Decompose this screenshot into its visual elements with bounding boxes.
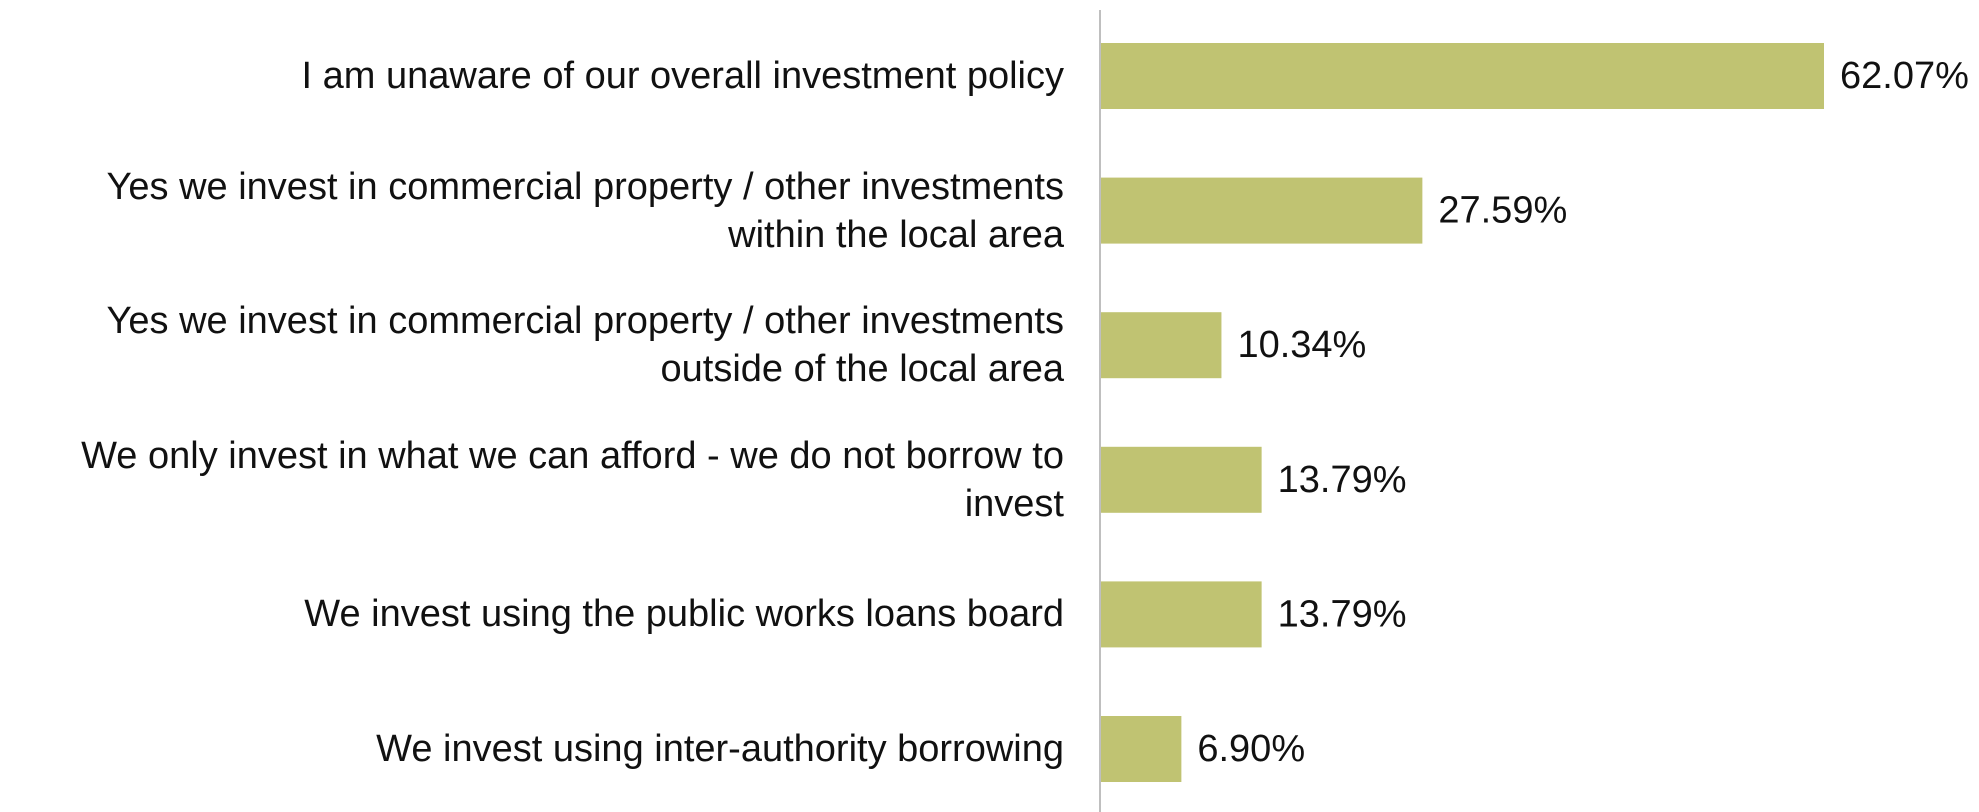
bar <box>1101 581 1262 648</box>
bar <box>1101 312 1222 379</box>
category-label: Yes we invest in commercial property / o… <box>106 300 1064 391</box>
data-label: 10.34% <box>1237 324 1366 366</box>
category-label: We invest using inter-authority borrowin… <box>376 728 1064 770</box>
data-label: 6.90% <box>1197 728 1305 770</box>
category-label: Yes we invest in commercial property / o… <box>106 165 1064 256</box>
data-label: 27.59% <box>1438 190 1567 232</box>
bar <box>1101 446 1262 513</box>
data-label: 62.07% <box>1840 55 1969 97</box>
bar <box>1101 43 1824 109</box>
bar <box>1101 716 1182 782</box>
category-label: We only invest in what we can afford - w… <box>81 434 1064 525</box>
data-label: 13.79% <box>1278 593 1407 635</box>
category-label: I am unaware of our overall investment p… <box>301 55 1064 97</box>
data-label: 13.79% <box>1278 459 1407 501</box>
category-label: We invest using the public works loans b… <box>304 593 1064 636</box>
bar <box>1101 177 1423 244</box>
